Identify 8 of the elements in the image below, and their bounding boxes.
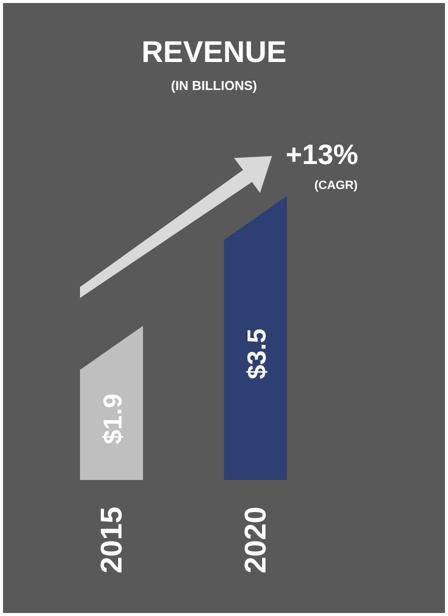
chart-title: REVENUE: [141, 36, 287, 69]
data-label: $1.9: [98, 394, 128, 444]
text: (CAGR): [314, 178, 358, 192]
chart-subtitle: (IN BILLIONS): [171, 78, 257, 93]
text: +13%: [286, 139, 358, 170]
data-label: $3.5: [242, 328, 272, 380]
x-tick-label: 2020: [240, 506, 272, 574]
x-tick-label: 2015: [96, 506, 128, 574]
